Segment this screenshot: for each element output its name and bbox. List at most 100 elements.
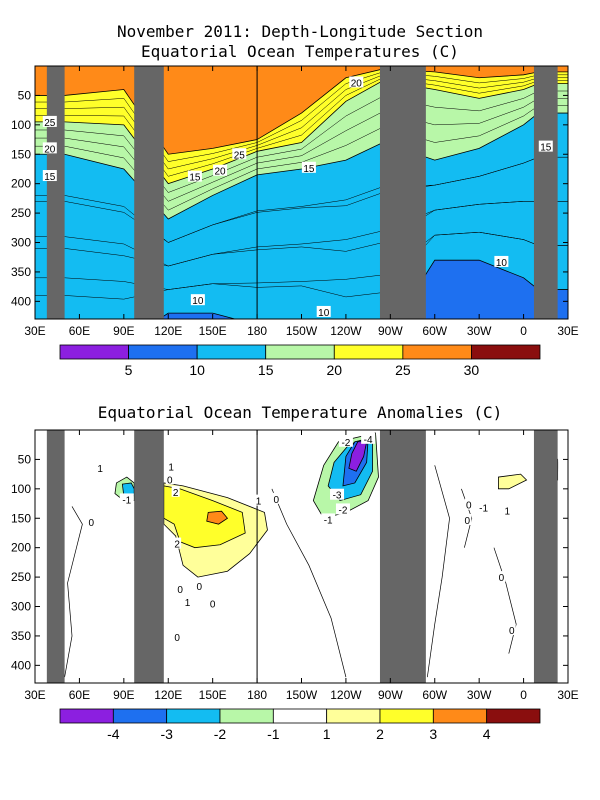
chart-1-title: November 2011: Depth-Longitude Section <box>116 22 484 41</box>
chart-1-contour-label-2: 15 <box>44 172 56 183</box>
chart-1-ytick-label-3: 200 <box>11 177 31 191</box>
chart-1-fields <box>35 66 568 319</box>
chart-1-contour-label-bg-4 <box>213 164 228 176</box>
chart-1-contour-s0-25 <box>35 71 568 162</box>
chart-1-land-mask-3 <box>533 66 558 319</box>
chart-2-contour-label-bg-14 <box>165 473 174 485</box>
chart-2-ytick-label-4: 250 <box>11 570 31 584</box>
chart-2-contour-label-3: -2 <box>339 505 348 516</box>
chart-2-contour-label-10: 1 <box>97 464 103 475</box>
chart-2-contour-label-bg-2 <box>330 488 345 500</box>
chart-2-anomaly-region-9 <box>498 473 528 490</box>
chart-2-xtick-label-5: 180 <box>247 688 267 702</box>
chart-2-contour-label-bg-12 <box>272 492 281 504</box>
chart-1-isotherm-3 <box>158 259 568 319</box>
chart-1-land-mask-1 <box>134 66 164 319</box>
chart-2-contour-label-4: -1 <box>324 515 333 526</box>
chart-2-contour-label-bg-16 <box>176 582 185 594</box>
chart-2-colorbar-swatch-4 <box>272 708 328 724</box>
chart-2-contour-label-bg-15 <box>195 579 204 591</box>
chart-1-ytick-label-4: 250 <box>11 206 31 220</box>
chart-1-colorbar-label-1: 10 <box>189 362 205 378</box>
chart-1-contour-label-8: 10 <box>192 296 204 307</box>
chart-2-contour-label-22: 0 <box>466 501 472 512</box>
chart-1-band-2 <box>35 80 568 219</box>
chart-1-contour-s1-25 <box>35 90 568 193</box>
chart-2-contour-label-17: 1 <box>185 598 191 609</box>
chart-2-anomaly-region-12 <box>206 510 229 525</box>
chart-2-land-mask-3 <box>533 430 558 683</box>
chart-1-ytick-label-0: 50 <box>18 88 32 102</box>
chart-2-land-mask-2 <box>379 430 426 683</box>
chart-2-contour-label-bg-1 <box>338 435 353 447</box>
chart-1-ytick-label-1: 100 <box>11 118 31 132</box>
chart-2-ytick-label-5: 300 <box>11 600 31 614</box>
chart-2-xtick-label-12: 30E <box>557 688 578 702</box>
chart-2-xtick-label-6: 150W <box>286 688 318 702</box>
chart-2-axes: 30E 60E 90E 120E 150E 180 150W 120W 90W 60W 30W 0 30… <box>11 429 579 702</box>
chart-2-contour-label-bg-5 <box>119 493 134 505</box>
chart-1-contour-label-9: 10 <box>318 308 330 319</box>
chart-1-contour-label-bg-3 <box>232 148 247 160</box>
chart-2-contour-label-20: 0 <box>499 573 505 584</box>
chart-2-colorbar-swatch-8 <box>486 708 541 724</box>
chart-2-xtick-label-9: 60W <box>422 688 447 702</box>
chart-2-colorbar-label-0: -4 <box>107 726 120 742</box>
chart-2-zero-contour-0 <box>64 506 83 678</box>
chart-2-ytick-label-7: 400 <box>11 658 31 672</box>
chart-2-ytick-label-0: 50 <box>18 452 32 466</box>
chart-2-contour-label-21: 0 <box>509 626 515 637</box>
chart-1-xtick-label-0: 30E <box>24 324 45 338</box>
chart-1-xtick-label-4: 150E <box>199 324 227 338</box>
chart-1-xtick-label-10: 30W <box>467 324 492 338</box>
chart-1-isotherm-0 <box>35 68 568 155</box>
chart-2-xtick-label-3: 120E <box>154 688 182 702</box>
chart-2-anomaly-region-10 <box>163 485 246 549</box>
chart-2-xtick-label-8: 90W <box>378 688 403 702</box>
chart-2-xtick-label-1: 60E <box>69 688 90 702</box>
chart-1-xtick-label-3: 120E <box>154 324 182 338</box>
chart-1-contour-label-bg-5 <box>187 170 202 182</box>
chart-1-contour-s1-50 <box>35 98 568 202</box>
chart-1-xtick-label-7: 120W <box>330 324 362 338</box>
chart-1-axes: 30E 60E 90E 120E 150E 180 150W 120W 90W 60W 30W 0 30… <box>11 65 579 338</box>
chart-2-contour-label-1: -2 <box>341 438 350 449</box>
chart-1-ytick-label-2: 150 <box>11 147 31 161</box>
chart-2-contour-label-bg-19 <box>173 631 182 643</box>
chart-2-contour-label-bg-0 <box>361 432 376 444</box>
chart-1-contour-s0-75 <box>35 77 568 177</box>
chart-2-zero-contour-3 <box>493 547 517 654</box>
chart-2-contour-label-bg-7 <box>171 485 180 497</box>
chart-1-contour-label-bg-0 <box>42 115 57 127</box>
chart-2-contour-label-15: 0 <box>197 582 203 593</box>
chart-1-contour-s1-75 <box>35 105 568 211</box>
chart-2-colorbar-swatch-1 <box>112 708 168 724</box>
chart-1-contour-label-bg-7 <box>349 76 364 88</box>
chart-2-ytick-label-1: 100 <box>11 482 31 496</box>
chart-2-zero-contour-4 <box>461 488 473 548</box>
chart-1-contour-label-bg-8 <box>190 294 205 306</box>
chart-2-contour-label-bg-4 <box>321 513 336 525</box>
chart-1-ytick-label-6: 350 <box>11 265 31 279</box>
chart-2-colorbar-label-1: -3 <box>160 726 173 742</box>
chart-1-contour-label-bg-1 <box>42 142 57 154</box>
chart-1-band-3 <box>35 113 568 319</box>
chart-1-isotherm-2 <box>35 112 568 220</box>
chart-2-colorbar-label-3: -1 <box>267 726 280 742</box>
chart-2-zero-contour-1 <box>271 488 347 678</box>
chart-2-anomaly-region-3 <box>348 441 368 472</box>
chart-1-contour-label-6: 15 <box>303 164 315 175</box>
chart-2-land-mask-0 <box>46 430 65 683</box>
chart-2-contour-label-11: 1 <box>168 462 174 473</box>
chart-2-colorbar-swatch-3 <box>219 708 274 724</box>
chart-1-band-1 <box>35 68 568 184</box>
chart-1-contour-s0-50 <box>35 74 568 170</box>
chart-2-contour-label-bg-9 <box>254 494 263 506</box>
chart-2-xtick-label-4: 150E <box>199 688 227 702</box>
chart-1-contour-label-0: 25 <box>44 118 56 129</box>
chart-2-xtick-label-0: 30E <box>24 688 45 702</box>
chart-1-contour-deep-50 <box>35 201 568 267</box>
chart-1-colorbar-swatch-6 <box>471 344 541 360</box>
chart-1-contour-label-bg-10 <box>494 255 509 267</box>
chart-2-contour-label-12: 0 <box>274 495 280 506</box>
